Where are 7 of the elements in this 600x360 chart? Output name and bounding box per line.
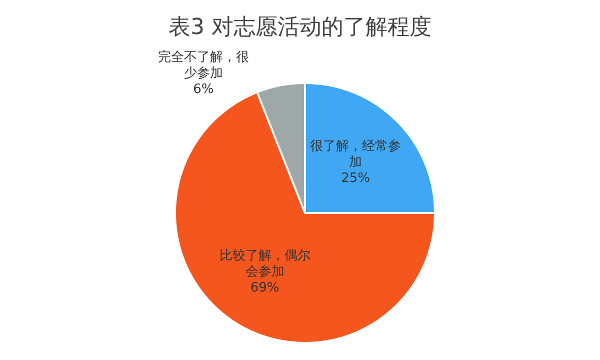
chart-title: 表3 对志愿活动的了解程度 (168, 14, 432, 42)
slice-label: 很了解，经常参加 (310, 138, 402, 170)
data-label: 6% (193, 82, 214, 98)
slice-label: 比较了解，偶尔会参加 (219, 248, 310, 280)
data-label: 25% (341, 170, 370, 186)
slice-label: 完全不了解，很少参加 (158, 49, 249, 82)
data-label: 69% (250, 280, 280, 296)
